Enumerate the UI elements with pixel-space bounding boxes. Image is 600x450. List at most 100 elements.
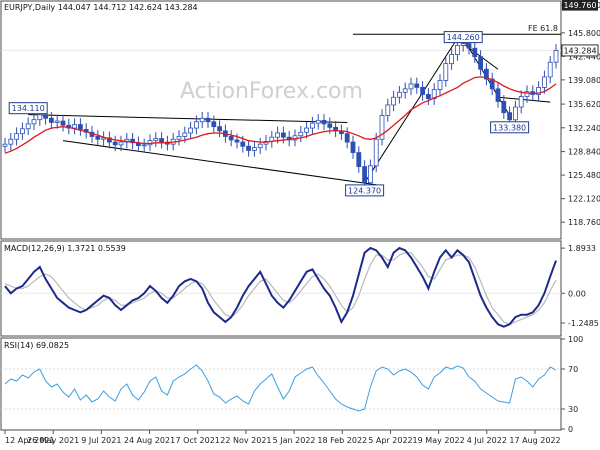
- price-candle-body: [367, 165, 373, 184]
- price-candle-body: [14, 133, 20, 140]
- moving-average: [4, 76, 557, 154]
- rsi-y-axis: 100 70 30 0: [561, 335, 583, 434]
- rsi-series-line: [4, 364, 557, 412]
- price-candle-body: [130, 138, 136, 144]
- trendline: [28, 114, 348, 123]
- price-y-tick-label: 122.120: [568, 195, 600, 204]
- macd-y-axis: 1.8933 0.00 -1.2485: [561, 244, 599, 328]
- x-tick-label: 17 Aug 2022: [509, 436, 560, 445]
- price-candle-body: [483, 68, 489, 80]
- price-candle-body: [298, 131, 304, 137]
- price-candle-body: [217, 126, 223, 132]
- price-candle-body: [327, 123, 333, 128]
- price-candle-body: [362, 166, 368, 184]
- price-label-text: 124.370: [348, 186, 381, 195]
- price-candle-body: [60, 120, 66, 126]
- price-candle-body: [495, 88, 501, 102]
- trendline: [497, 96, 551, 103]
- x-tick-label: 24 Aug 2021: [124, 436, 175, 445]
- price-label-box: [345, 184, 385, 197]
- price-candle-body: [199, 117, 205, 123]
- price-y-tick-label: 125.480: [568, 171, 600, 180]
- price-candle-body: [153, 138, 159, 142]
- x-tick-label: 12 Apr 2021: [5, 436, 54, 445]
- macd-y-tick-label: 0.00: [568, 289, 586, 298]
- x-tick-label: 9 Jul 2021: [81, 436, 121, 445]
- x-tick-label: 18 Feb 2022: [317, 436, 367, 445]
- price-candle-body: [43, 114, 48, 119]
- price-y-tick-label: 132.240: [568, 124, 600, 133]
- price-candle-body: [118, 141, 124, 146]
- rsi-panel-frame: [0, 337, 562, 431]
- x-tick-label: 4 Jul 2022: [467, 436, 507, 445]
- price-candle-body: [414, 83, 420, 88]
- price-candle-body: [356, 152, 362, 167]
- rsi-y-tick-label: 100: [568, 335, 583, 344]
- price-candle-body: [542, 76, 547, 88]
- price-candle-body: [472, 47, 478, 58]
- price-candle-body: [547, 61, 553, 78]
- price-candle-body: [408, 83, 414, 90]
- x-tick-label: 22 Nov 2021: [220, 436, 271, 445]
- price-candles: [2, 37, 559, 189]
- price-label-box: [490, 121, 530, 134]
- moving-average-line: [4, 76, 557, 154]
- price-candle-body: [112, 141, 118, 146]
- price-candle-body: [182, 132, 188, 137]
- price-candle-body: [263, 140, 269, 145]
- price-candle-body: [234, 139, 240, 143]
- price-candle-body: [176, 136, 182, 140]
- price-y-tick-label: 118.760: [568, 218, 600, 227]
- price-candle-body: [553, 50, 559, 63]
- price-y-tick-label: 142.440: [568, 52, 600, 61]
- price-candle-body: [19, 128, 25, 135]
- macd-lines: [1, 246, 561, 328]
- price-label-text: 144.260: [447, 33, 480, 42]
- price-axis-tag: [561, 44, 599, 57]
- price-candle-body: [443, 63, 449, 81]
- rsi-y-tick-label: 70: [568, 365, 578, 374]
- watermark: ActionForex.com: [180, 79, 363, 104]
- macd-y-tick-label: 1.8933: [568, 244, 596, 253]
- price-candle-body: [449, 54, 455, 65]
- price-candle-body: [321, 119, 327, 125]
- x-tick-label: 5 Jan 2022: [273, 436, 316, 445]
- price-candle-body: [420, 87, 426, 95]
- price-candle-body: [466, 43, 472, 49]
- price-candle-body: [211, 121, 217, 128]
- rsi-line: [1, 364, 561, 412]
- price-candle-body: [193, 121, 199, 129]
- price-label-box: [443, 31, 483, 44]
- price-y-tick-label: 145.800: [568, 29, 600, 38]
- price-panel-frame: [0, 0, 562, 240]
- price-candle-body: [72, 124, 77, 129]
- price-candle-body: [309, 122, 315, 129]
- price-candle-body: [159, 138, 165, 143]
- macd-signal-line: [4, 252, 557, 325]
- x-tick-label: 26 May 2021: [27, 436, 79, 445]
- price-y-axis: 149.760 145.800 142.440 139.080 135.620 132.2…: [561, 0, 600, 227]
- price-axis-tag-label: 149.760: [563, 1, 596, 10]
- trendlines: [28, 38, 551, 186]
- price-axis-tag-label: 143.284: [563, 46, 596, 55]
- price-candle-body: [95, 136, 101, 140]
- price-candle-body: [518, 96, 524, 108]
- price-candle-body: [275, 132, 281, 138]
- price-candle-body: [228, 136, 234, 141]
- price-candle-body: [402, 88, 408, 93]
- macd-panel-title: MACD(12,26,9) 1.3721 0.5539: [4, 244, 126, 253]
- rsi-y-tick-label: 0: [568, 425, 573, 434]
- price-candle-body: [280, 132, 286, 138]
- price-candle-body: [2, 143, 8, 147]
- price-candle-body: [524, 91, 530, 97]
- price-candle-body: [454, 45, 460, 55]
- price-candle-body: [37, 114, 43, 121]
- price-candle-body: [240, 141, 246, 147]
- price-candle-body: [396, 91, 402, 98]
- price-label-text: 133.380: [493, 123, 526, 132]
- price-axis-tag: [562, 0, 598, 11]
- price-candle-body: [246, 145, 252, 151]
- price-candle-body: [350, 141, 356, 153]
